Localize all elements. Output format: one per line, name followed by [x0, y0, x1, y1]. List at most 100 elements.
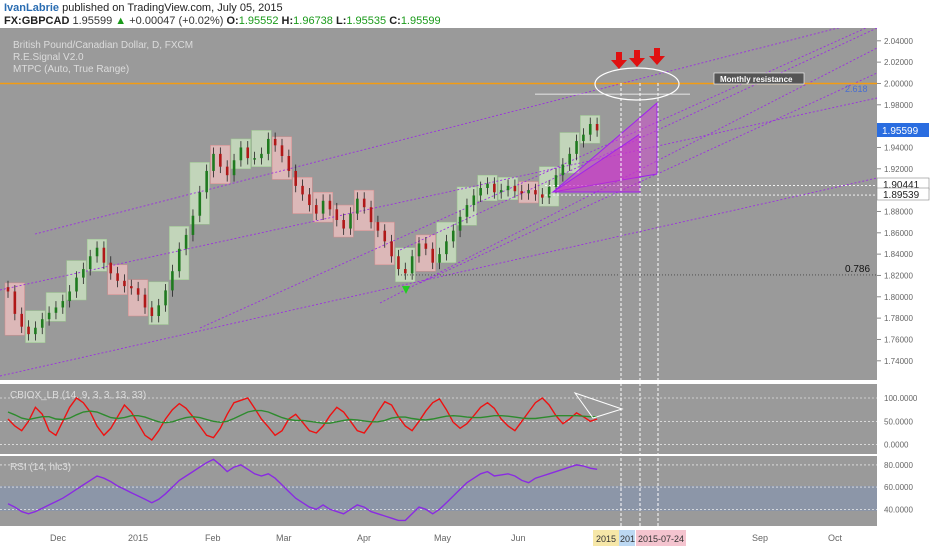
time-axis-bg	[0, 526, 932, 550]
trend-channels	[0, 28, 878, 377]
candle-body	[376, 222, 380, 231]
candle-body	[130, 286, 133, 289]
time-label-may: May	[434, 533, 452, 543]
date-tag-3	[636, 530, 686, 546]
candle-body	[232, 160, 236, 176]
time-label-dec: Dec	[50, 533, 67, 543]
date-tag-3-text: 2015-07-24	[638, 534, 684, 544]
candle-body	[6, 287, 10, 292]
time-label-mar: Mar	[276, 533, 292, 543]
time-label-sep: Sep	[752, 533, 768, 543]
rsi-tick-label: 40.0000	[884, 505, 913, 514]
legend-symbol: British Pound/Canadian Dollar, D, FXCM	[13, 40, 193, 51]
candle-body	[184, 234, 188, 249]
price-tick-label: 1.78000	[884, 314, 913, 323]
trend-channel-line	[0, 97, 878, 291]
candle-body	[40, 319, 44, 328]
rsi-series-line	[7, 458, 598, 522]
candle-body	[356, 198, 359, 214]
cbiox-tick-label: 0.0000	[884, 441, 909, 450]
monthly-resistance-box	[713, 72, 805, 85]
price-tick-label: 1.98000	[884, 101, 913, 110]
high-value: 1.96738	[293, 15, 333, 27]
candle-body	[47, 312, 51, 320]
candle-body	[582, 134, 585, 142]
candle-body	[294, 170, 297, 186]
candle-body	[561, 164, 565, 176]
cbiox-tick-label: 100.0000	[884, 394, 918, 403]
price-tick-label: 2.02000	[884, 58, 913, 67]
candle-body	[417, 243, 421, 257]
candle-body	[109, 262, 113, 274]
candle-body	[397, 256, 400, 270]
cbiox-tick-label: 50.0000	[884, 417, 913, 426]
open-label: O:	[226, 15, 239, 27]
candle-body	[246, 147, 250, 159]
price-tick-label: 1.82000	[884, 271, 913, 280]
candle-body	[267, 138, 270, 154]
candle-body	[13, 291, 17, 314]
candle-body	[410, 256, 414, 274]
candle-body	[541, 194, 544, 198]
candle-body	[547, 186, 551, 198]
open-value: 1.95552	[238, 15, 279, 27]
fib-2618-label: 2.618	[845, 84, 868, 94]
candle-body	[534, 190, 537, 195]
time-label-jun: Jun	[511, 533, 526, 543]
candle-body	[588, 124, 592, 135]
candle-body	[123, 280, 126, 287]
monthly-resistance-label: Monthly resistance	[720, 75, 793, 84]
candle-body	[527, 190, 530, 194]
price-tick-label: 1.74000	[884, 357, 913, 366]
cbiox-series-line	[7, 409, 598, 424]
last-price: 1.95599	[72, 15, 113, 27]
candle-body	[82, 269, 85, 278]
candle-body	[205, 170, 208, 193]
candle-body	[143, 294, 147, 308]
candle-body	[34, 327, 37, 335]
date-tag-1-text: 2015	[596, 534, 616, 544]
candle-body	[390, 241, 393, 257]
candle-body	[554, 175, 558, 187]
buy-signal-arrow-icon	[402, 286, 410, 294]
chart-header: IvanLabrie published on TradingView.com,…	[0, 0, 932, 28]
candle-body	[225, 166, 229, 176]
close-label: C:	[389, 15, 401, 27]
level-tag-b	[876, 187, 930, 201]
candle-body	[102, 247, 106, 263]
candle-body	[506, 185, 510, 191]
candle-body	[198, 192, 202, 216]
level-tag-a-text: 1.90441	[883, 180, 920, 191]
cbiox-triangle	[573, 392, 624, 419]
date-tag-2	[619, 530, 635, 546]
candle-body	[191, 215, 195, 235]
candle-body	[438, 254, 441, 263]
candle-body	[349, 213, 352, 229]
candle-body	[116, 273, 119, 281]
price-tick-label: 1.94000	[884, 143, 913, 152]
candle-body	[383, 230, 387, 242]
current-price-text: 1.95599	[882, 126, 919, 137]
legend-mtpc: MTPC (Auto, True Range)	[13, 64, 129, 75]
candle-body	[451, 230, 455, 242]
candle-body	[321, 200, 325, 214]
candle-body	[280, 145, 284, 156]
candle-body	[520, 191, 524, 194]
candles	[6, 117, 599, 341]
candle-body	[171, 271, 174, 291]
candle-body	[595, 124, 599, 131]
candle-body	[68, 291, 71, 302]
candle-body	[445, 241, 448, 255]
price-change: +0.00047 (+0.02%)	[129, 15, 224, 27]
candle-body	[362, 198, 366, 208]
chart-area[interactable]: British Pound/Canadian Dollar, D, FXCM R…	[0, 28, 932, 550]
candle-body	[164, 290, 167, 306]
rsi-title: RSI (14, hlc3)	[10, 462, 71, 473]
author-name[interactable]: IvanLabrie	[4, 2, 60, 14]
indicators: 100.0000 50.0000 0.0000 80.0000 60.0000 40.00…	[0, 394, 918, 522]
candle-body	[328, 200, 332, 210]
candle-body	[150, 307, 154, 316]
rsi-tick-label: 80.0000	[884, 461, 913, 470]
candle-body	[157, 305, 160, 316]
candle-body	[273, 138, 277, 146]
